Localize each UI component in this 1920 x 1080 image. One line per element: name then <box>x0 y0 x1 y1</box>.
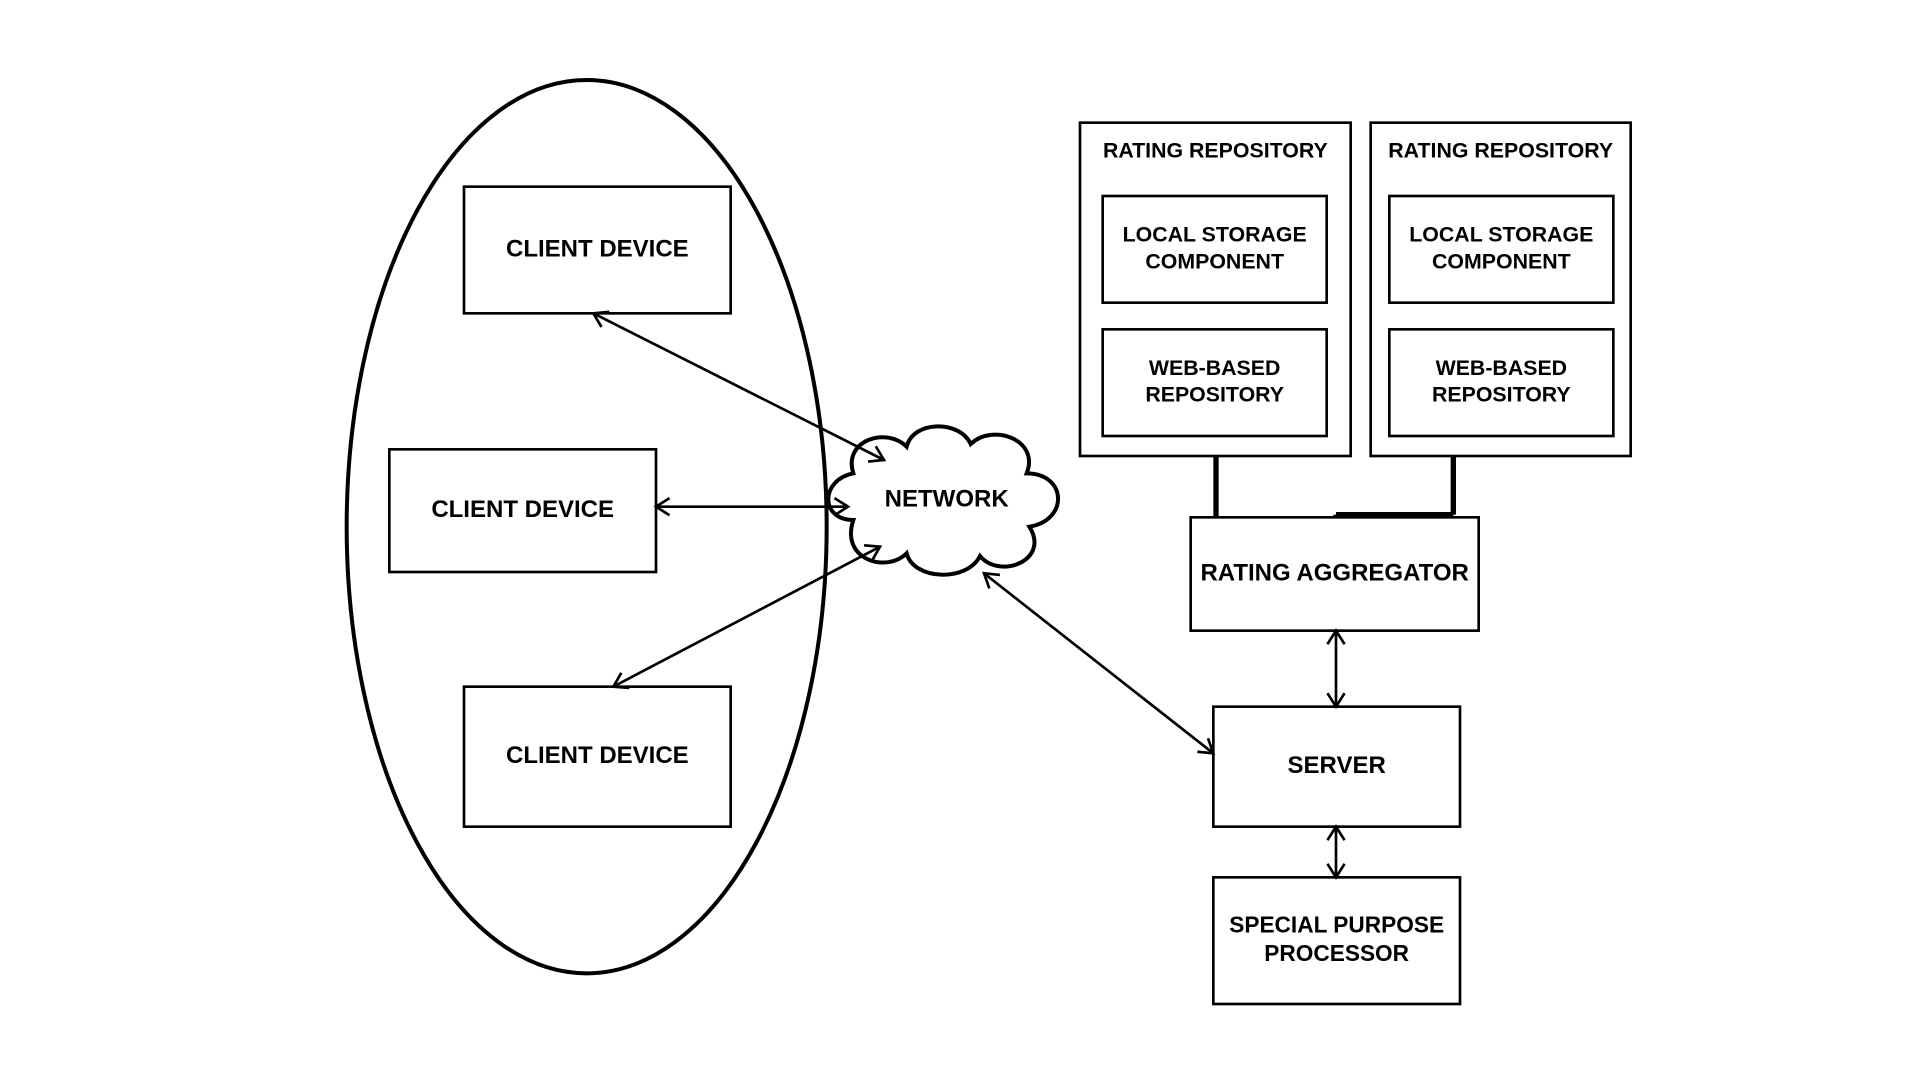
repository-inner-label: LOCAL STORAGE <box>1409 223 1593 247</box>
rating-repository-title: RATING REPOSITORY <box>1388 139 1613 163</box>
repository-inner-label: LOCAL STORAGE <box>1123 223 1307 247</box>
repository-inner-label: REPOSITORY <box>1145 383 1284 407</box>
client-device-label: CLIENT DEVICE <box>506 235 689 262</box>
edge <box>593 313 884 460</box>
repository-inner-label: REPOSITORY <box>1432 383 1571 407</box>
repository-inner-label: COMPONENT <box>1432 249 1571 273</box>
edge <box>984 573 1213 753</box>
repository-inner-label: WEB-BASED <box>1436 356 1568 380</box>
component-label: PROCESSOR <box>1264 940 1409 966</box>
rating-repository-title: RATING REPOSITORY <box>1103 139 1328 163</box>
component-label: RATING AGGREGATOR <box>1200 559 1468 586</box>
repository-inner-label: WEB-BASED <box>1149 356 1281 380</box>
component-label: SPECIAL PURPOSE <box>1229 911 1444 937</box>
network-label: NETWORK <box>885 485 1010 512</box>
client-device-label: CLIENT DEVICE <box>431 496 614 523</box>
component-label: SERVER <box>1288 752 1386 779</box>
repository-inner-label: COMPONENT <box>1145 249 1284 273</box>
client-device-label: CLIENT DEVICE <box>506 742 689 769</box>
